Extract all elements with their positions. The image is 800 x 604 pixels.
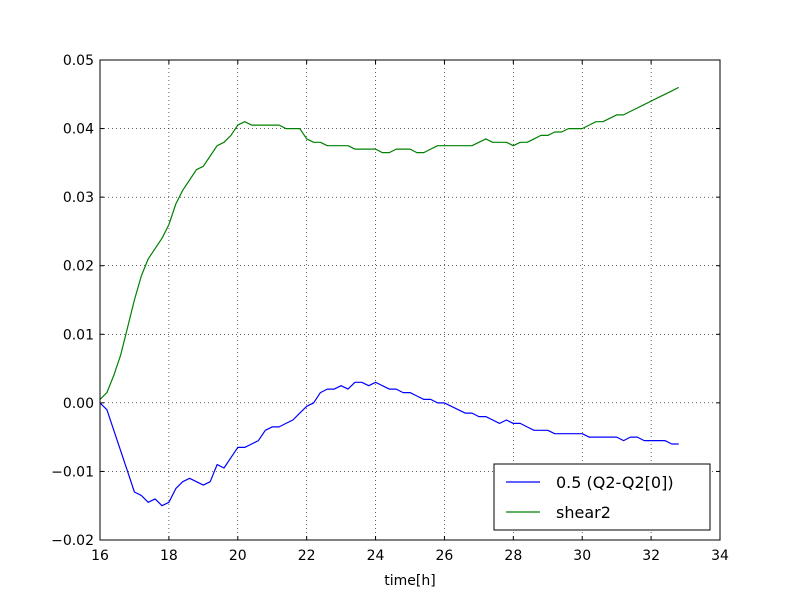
x-tick-label: 16: [91, 548, 109, 564]
legend-label-q2: 0.5 (Q2-Q2[0]): [556, 473, 674, 492]
y-tick-label: 0.00: [63, 396, 94, 412]
legend: 0.5 (Q2-Q2[0]) shear2: [493, 463, 711, 531]
x-tick-label: 28: [504, 548, 522, 564]
legend-label-shear2: shear2: [556, 503, 611, 522]
y-tick-label: 0.04: [63, 122, 94, 138]
y-tick-label: 0.02: [63, 259, 94, 275]
x-tick-label: 18: [160, 548, 178, 564]
series-lines: [99, 86, 679, 507]
series-line-shear2: [99, 86, 679, 400]
y-tick-label: −0.02: [51, 533, 94, 549]
x-axis-label: time[h]: [384, 573, 435, 589]
series-line-q2: [99, 381, 679, 507]
x-tick-label: 30: [573, 548, 591, 564]
x-tick-label: 26: [436, 548, 454, 564]
x-tick-label: 24: [367, 548, 385, 564]
x-tick-label: 20: [229, 548, 247, 564]
y-tick-label: 0.03: [63, 190, 94, 206]
legend-box: [493, 463, 711, 531]
y-tick-label: 0.05: [63, 53, 94, 69]
x-tick-label: 32: [642, 548, 660, 564]
plot-frame: [99, 59, 721, 541]
axis-ticks: 16 18 20 22 24 26 28 30 32 34 −0.02 −0.01 0.00 0.01 0.…: [51, 53, 729, 564]
x-tick-label: 22: [298, 548, 316, 564]
x-tick-label: 34: [711, 548, 729, 564]
y-tick-label: 0.01: [63, 327, 94, 343]
y-tick-label: −0.01: [51, 464, 94, 480]
